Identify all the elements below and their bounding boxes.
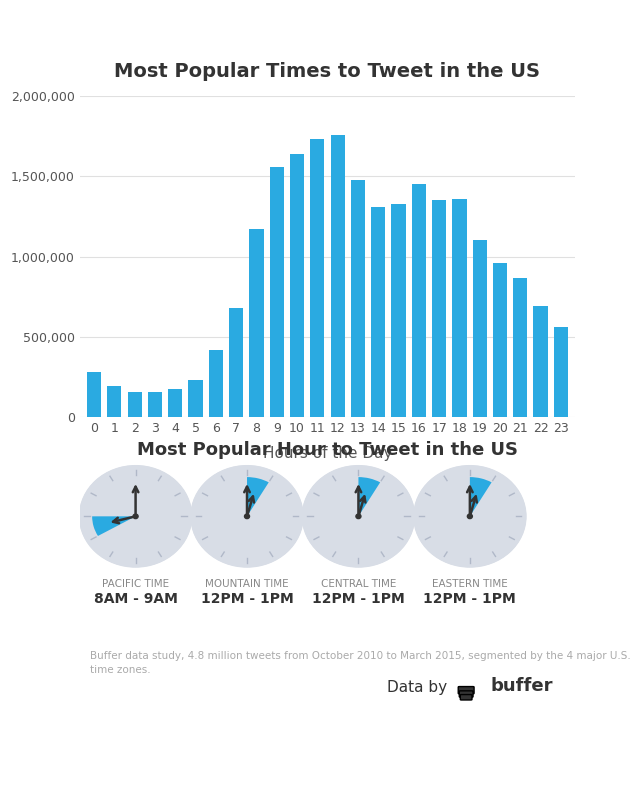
Title: Most Popular Times to Tweet in the US: Most Popular Times to Tweet in the US (114, 62, 541, 81)
Text: PACIFIC TIME: PACIFIC TIME (102, 579, 169, 590)
Text: Most Popular Hour to Tweet in the US: Most Popular Hour to Tweet in the US (137, 441, 518, 459)
Bar (392, 204, 406, 418)
Bar (128, 392, 142, 418)
Text: 12PM - 1PM: 12PM - 1PM (201, 592, 293, 606)
X-axis label: Hours of the Day: Hours of the Day (263, 446, 392, 462)
Wedge shape (470, 477, 491, 516)
Wedge shape (247, 477, 269, 516)
Bar (412, 184, 426, 418)
Bar (452, 199, 466, 418)
Circle shape (467, 514, 472, 518)
Circle shape (133, 514, 138, 518)
Bar (513, 278, 527, 418)
Wedge shape (92, 516, 135, 536)
Bar (351, 179, 365, 418)
Text: buffer: buffer (491, 678, 553, 695)
Circle shape (245, 514, 249, 518)
Bar (473, 240, 487, 418)
Bar (493, 263, 507, 418)
Bar (290, 154, 304, 418)
Bar (249, 230, 263, 418)
Text: CENTRAL TIME: CENTRAL TIME (321, 579, 396, 590)
Bar (148, 392, 162, 418)
Bar (534, 306, 548, 418)
Circle shape (303, 466, 414, 566)
Bar (209, 350, 223, 418)
Bar (189, 380, 203, 418)
Bar (107, 386, 121, 418)
Text: Buffer data study, 4.8 million tweets from October 2010 to March 2015, segmented: Buffer data study, 4.8 million tweets fr… (89, 650, 631, 674)
FancyBboxPatch shape (460, 694, 472, 700)
FancyBboxPatch shape (458, 686, 474, 694)
Bar (270, 166, 284, 418)
Bar (371, 207, 385, 418)
Text: EASTERN TIME: EASTERN TIME (432, 579, 508, 590)
Circle shape (80, 466, 191, 566)
Circle shape (356, 514, 361, 518)
Text: 12PM - 1PM: 12PM - 1PM (424, 592, 516, 606)
Text: 12PM - 1PM: 12PM - 1PM (312, 592, 405, 606)
Bar (311, 139, 325, 418)
Circle shape (414, 466, 525, 566)
Bar (432, 201, 446, 418)
Bar (168, 390, 182, 418)
Wedge shape (358, 477, 380, 516)
Bar (554, 327, 568, 418)
Bar (87, 373, 101, 418)
Text: Data by: Data by (387, 680, 447, 695)
Bar (330, 134, 344, 418)
Bar (229, 308, 243, 418)
Text: 8AM - 9AM: 8AM - 9AM (94, 592, 178, 606)
Circle shape (191, 466, 303, 566)
FancyBboxPatch shape (459, 691, 473, 697)
Text: MOUNTAIN TIME: MOUNTAIN TIME (205, 579, 289, 590)
